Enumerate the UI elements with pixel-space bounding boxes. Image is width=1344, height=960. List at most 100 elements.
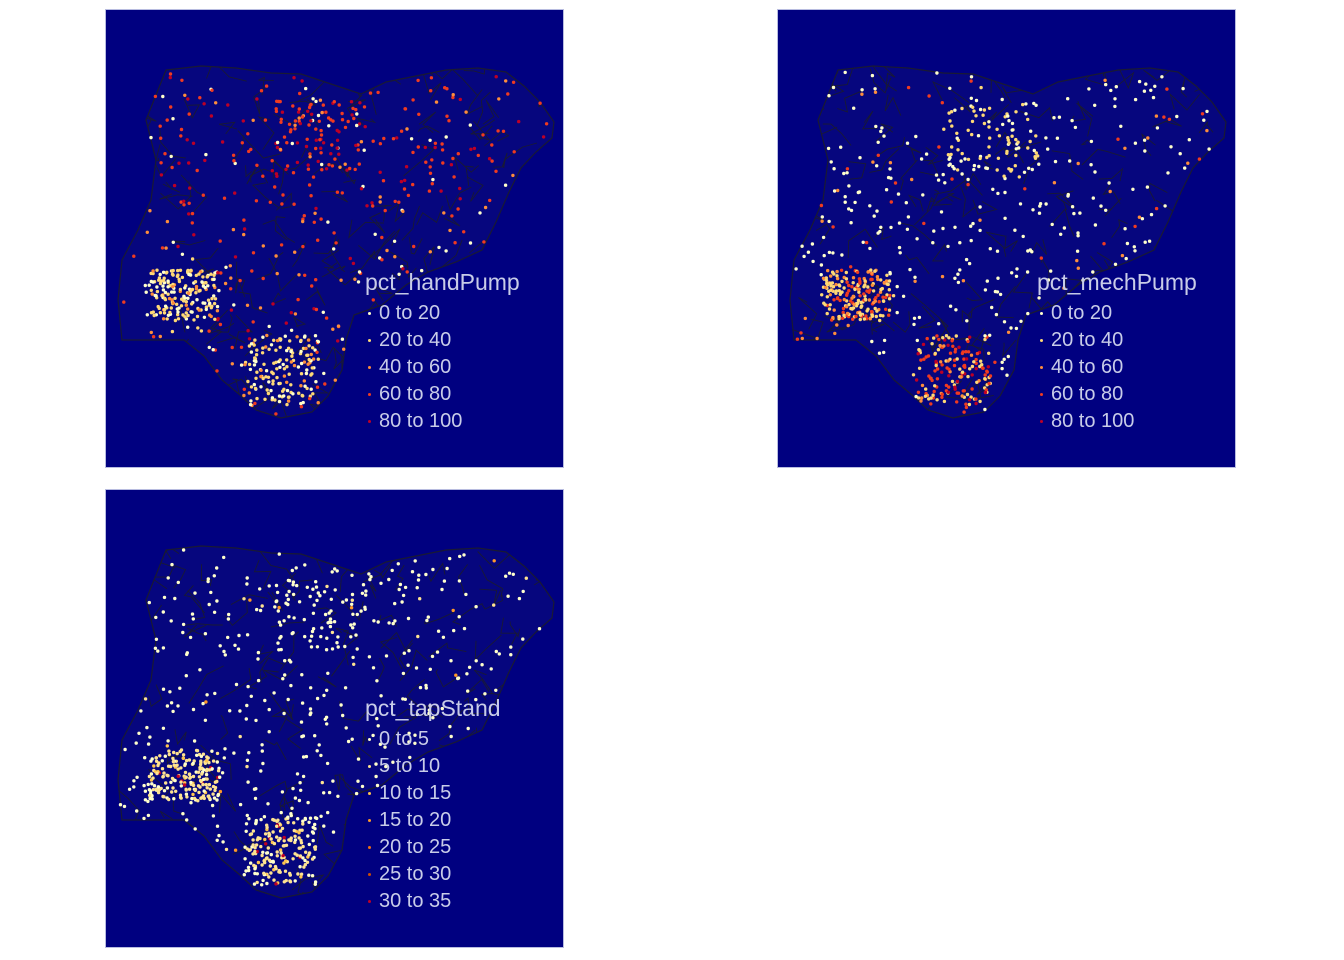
water-point xyxy=(949,152,953,157)
water-point xyxy=(950,379,955,384)
region-border-line xyxy=(962,378,982,398)
water-point xyxy=(411,150,415,155)
water-point xyxy=(263,832,268,836)
water-point xyxy=(1160,75,1164,79)
water-point xyxy=(274,348,278,352)
water-point xyxy=(937,322,941,326)
water-point xyxy=(401,697,405,701)
water-point xyxy=(972,163,977,168)
region-border-line xyxy=(543,648,554,671)
water-point xyxy=(316,159,320,164)
water-point xyxy=(974,114,978,118)
water-point xyxy=(248,367,253,372)
water-point xyxy=(285,141,289,145)
water-point xyxy=(963,365,967,369)
water-point xyxy=(406,616,411,621)
water-point xyxy=(324,648,329,652)
water-point xyxy=(440,587,444,592)
legend-item: 5 to 10 xyxy=(365,753,501,780)
region-border-line xyxy=(339,701,368,722)
water-point xyxy=(159,279,163,283)
region-border-line xyxy=(326,262,361,286)
water-point xyxy=(996,156,1001,160)
water-point xyxy=(960,394,964,398)
water-point xyxy=(336,339,340,343)
region-border-line xyxy=(294,335,312,354)
water-point xyxy=(827,250,832,255)
water-point xyxy=(365,204,369,208)
water-point xyxy=(827,94,831,98)
water-point xyxy=(403,585,408,590)
water-point xyxy=(246,379,250,384)
legend-list: 0 to 20 20 to 40 40 to 60 60 to 80 80 to 100 xyxy=(365,300,520,435)
water-point xyxy=(275,145,280,150)
water-point xyxy=(274,882,278,886)
water-point xyxy=(379,581,383,585)
water-point xyxy=(170,329,175,334)
region-border-line xyxy=(118,701,131,722)
water-point xyxy=(429,89,433,93)
legend-item: 80 to 100 xyxy=(365,408,520,435)
region-border-line xyxy=(900,159,918,191)
water-point xyxy=(913,275,917,279)
water-point xyxy=(180,275,185,280)
water-point xyxy=(1089,139,1094,144)
water-point xyxy=(350,113,354,117)
water-point xyxy=(935,71,939,75)
region-border-line xyxy=(350,745,373,762)
region-border-line xyxy=(925,146,943,165)
water-point xyxy=(374,774,378,779)
water-point xyxy=(295,772,300,776)
water-point xyxy=(1087,87,1091,91)
water-point xyxy=(246,684,250,689)
water-point xyxy=(320,168,324,172)
water-point xyxy=(327,620,331,624)
region-border-line xyxy=(321,249,340,269)
water-point xyxy=(298,781,302,785)
water-point xyxy=(967,402,972,407)
region-border-line xyxy=(1153,246,1180,263)
water-point xyxy=(262,362,266,366)
water-point xyxy=(1018,202,1023,206)
water-point xyxy=(411,182,415,187)
water-point xyxy=(298,121,302,126)
water-point xyxy=(831,85,836,90)
water-point xyxy=(402,651,406,655)
water-point xyxy=(1015,267,1019,271)
water-point xyxy=(271,830,275,834)
water-point xyxy=(309,352,313,357)
legend-item-label: 40 to 60 xyxy=(1051,356,1124,378)
water-point xyxy=(1034,134,1038,138)
water-point xyxy=(971,221,975,226)
region-border-line xyxy=(274,216,288,241)
water-point xyxy=(183,762,187,766)
water-point xyxy=(180,78,184,83)
water-point xyxy=(333,588,337,592)
water-point xyxy=(917,315,922,320)
water-point xyxy=(267,858,272,862)
region-border-line xyxy=(183,585,206,614)
water-point xyxy=(311,357,316,361)
water-point xyxy=(914,394,918,399)
water-point xyxy=(821,235,826,240)
water-point xyxy=(190,796,194,801)
water-point xyxy=(866,285,870,289)
water-point xyxy=(281,844,286,848)
region-border-line xyxy=(271,389,287,417)
water-point xyxy=(314,585,319,589)
region-border-line xyxy=(1193,193,1211,211)
water-point xyxy=(295,853,299,857)
water-point xyxy=(172,750,176,755)
water-point xyxy=(275,850,279,854)
water-point xyxy=(988,333,992,337)
water-point xyxy=(869,309,874,314)
water-point xyxy=(310,857,315,861)
region-border-line xyxy=(336,66,376,75)
water-point xyxy=(342,347,346,351)
water-point xyxy=(232,159,236,163)
water-point xyxy=(272,361,276,365)
region-border-line xyxy=(294,147,313,170)
water-point xyxy=(188,186,192,190)
water-point xyxy=(828,303,832,307)
water-point xyxy=(318,594,322,598)
